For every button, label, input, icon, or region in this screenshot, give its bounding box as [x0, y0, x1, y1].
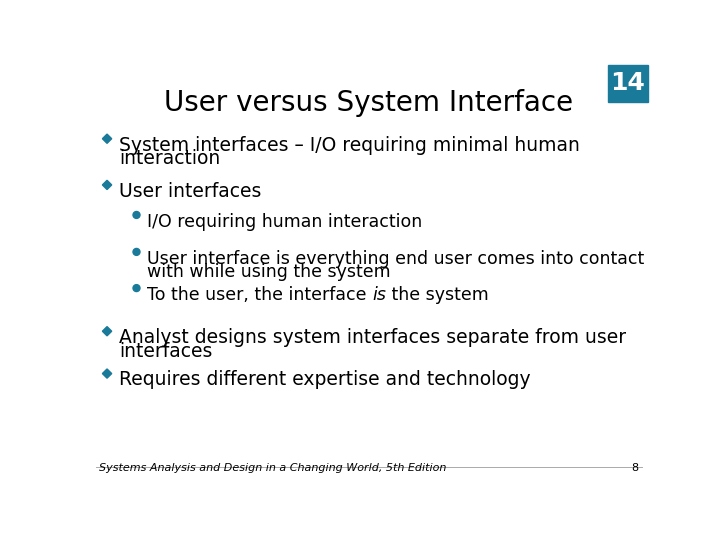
- Text: User versus System Interface: User versus System Interface: [164, 89, 574, 117]
- Text: Analyst designs system interfaces separate from user: Analyst designs system interfaces separa…: [120, 328, 626, 347]
- Text: Requires different expertise and technology: Requires different expertise and technol…: [120, 370, 531, 389]
- Text: the system: the system: [386, 286, 489, 304]
- Text: is: is: [372, 286, 386, 304]
- Text: To the user, the interface: To the user, the interface: [148, 286, 372, 304]
- Text: with while using the system: with while using the system: [148, 262, 391, 281]
- Text: I/O requiring human interaction: I/O requiring human interaction: [148, 213, 423, 231]
- Text: System interfaces – I/O requiring minimal human: System interfaces – I/O requiring minima…: [120, 136, 580, 154]
- Text: Systems Analysis and Design in a Changing World, 5th Edition: Systems Analysis and Design in a Changin…: [99, 463, 446, 473]
- Text: User interfaces: User interfaces: [120, 182, 262, 201]
- Bar: [608, 65, 648, 102]
- Text: 14: 14: [611, 71, 645, 95]
- Polygon shape: [102, 180, 112, 190]
- Text: User interface is everything end user comes into contact: User interface is everything end user co…: [148, 249, 644, 268]
- Circle shape: [133, 248, 140, 255]
- Text: interaction: interaction: [120, 150, 221, 168]
- Text: interfaces: interfaces: [120, 342, 213, 361]
- Circle shape: [133, 212, 140, 218]
- Polygon shape: [102, 134, 112, 143]
- Text: 8: 8: [631, 463, 639, 473]
- Polygon shape: [102, 327, 112, 336]
- Polygon shape: [102, 369, 112, 378]
- Circle shape: [133, 285, 140, 292]
